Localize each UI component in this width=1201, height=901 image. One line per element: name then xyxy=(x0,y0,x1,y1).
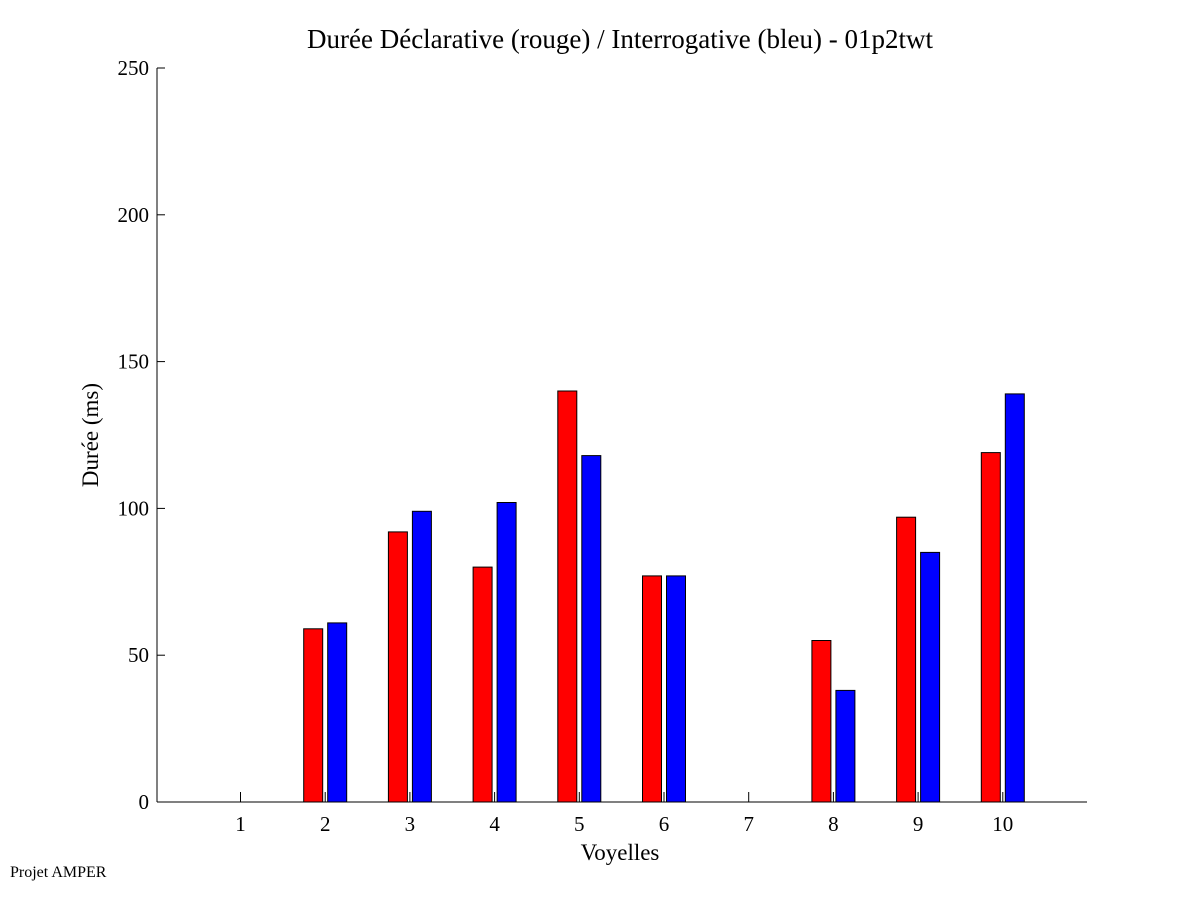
declarative-bar-9 xyxy=(896,516,917,803)
declarative-bar-8 xyxy=(811,640,832,803)
interrogative-bar-5 xyxy=(581,455,602,803)
x-tick-label-10: 10 xyxy=(992,812,1013,836)
footer-label: Projet AMPER xyxy=(10,864,107,881)
x-tick-label-7: 7 xyxy=(743,812,754,836)
x-tick-label-9: 9 xyxy=(913,812,924,836)
y-tick-label-250: 250 xyxy=(118,56,150,80)
y-ticks-layer: 0 50 100 150 200 250 xyxy=(118,56,165,814)
interrogative-bar-8 xyxy=(835,689,856,803)
x-tick-label-1: 1 xyxy=(235,812,246,836)
x-tick-label-5: 5 xyxy=(574,812,585,836)
bars-layer xyxy=(303,390,1025,803)
interrogative-bar-3 xyxy=(411,510,432,803)
axes-layer xyxy=(156,68,1087,803)
declarative-bar-10 xyxy=(980,452,1001,803)
declarative-bar-2 xyxy=(303,628,324,803)
x-tick-label-2: 2 xyxy=(320,812,331,836)
x-ticks-layer: 1 2 3 4 5 6 7 8 9 10 xyxy=(235,792,1013,836)
interrogative-bar-10 xyxy=(1004,393,1025,803)
y-tick-label-100: 100 xyxy=(118,496,150,520)
declarative-bar-3 xyxy=(387,531,408,803)
x-tick-label-4: 4 xyxy=(489,812,500,836)
declarative-bar-4 xyxy=(472,566,493,803)
interrogative-bar-2 xyxy=(327,622,348,803)
declarative-bar-6 xyxy=(642,575,662,803)
y-tick-label-150: 150 xyxy=(118,350,150,374)
x-tick-label-3: 3 xyxy=(405,812,416,836)
declarative-bar-5 xyxy=(557,390,578,803)
interrogative-bar-6 xyxy=(666,575,686,803)
x-axis-label: Voyelles xyxy=(581,840,660,865)
interrogative-bar-4 xyxy=(496,502,517,803)
y-axis-label: Durée (ms) xyxy=(78,383,103,487)
y-tick-label-0: 0 xyxy=(139,790,150,814)
x-tick-label-8: 8 xyxy=(828,812,839,836)
y-tick-label-50: 50 xyxy=(128,643,149,667)
chart-title: Durée Déclarative (rouge) / Interrogativ… xyxy=(307,24,933,54)
x-tick-label-6: 6 xyxy=(659,812,670,836)
y-tick-label-200: 200 xyxy=(118,203,150,227)
interrogative-bar-9 xyxy=(920,551,941,803)
